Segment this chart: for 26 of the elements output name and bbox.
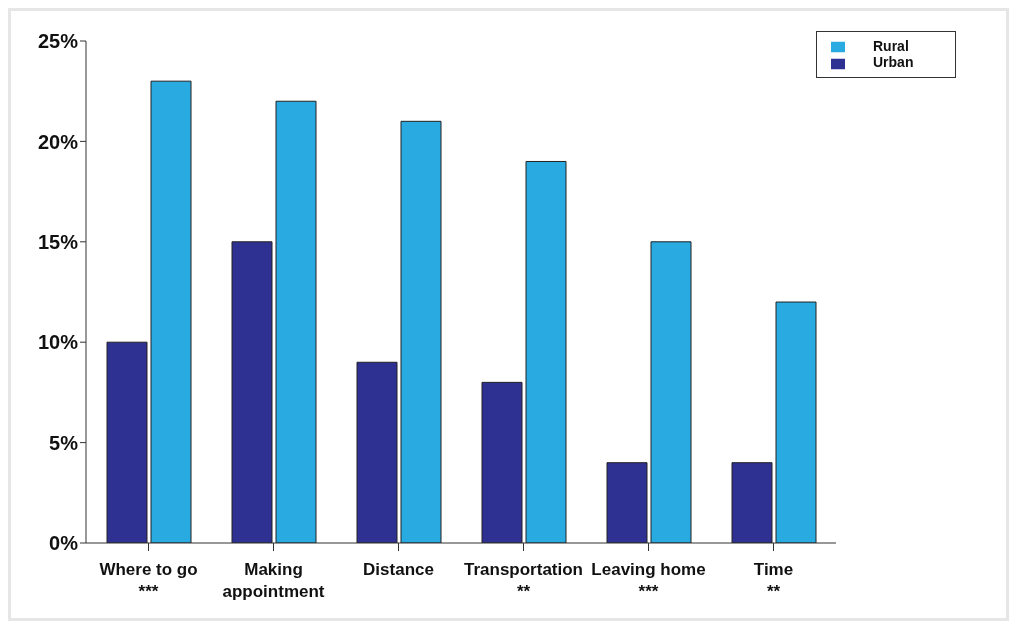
x-tick-label: Making appointment [222,560,325,601]
bar [231,241,273,543]
x-tick-label: Distance [363,560,434,579]
bar [275,100,317,543]
x-tick-label: Transportation ** [463,560,584,601]
x-tick-label: Leaving home *** [591,560,706,601]
bar [650,241,692,543]
bar [525,160,567,543]
bar [481,381,523,543]
y-tick-label: 10% [37,331,79,354]
y-tick-label: 0% [49,532,79,555]
x-tick-label: Where to go *** [99,560,198,601]
bar [775,301,817,543]
y-tick-label: 20% [37,130,79,153]
bar [400,120,442,543]
legend-label: Urban [873,54,914,71]
bar [106,341,148,543]
bar [356,361,398,543]
legend-label: Rural [873,38,909,54]
bar [606,462,648,543]
x-tick-label: Time ** [753,560,794,601]
bar [150,80,192,543]
bar [731,462,773,543]
y-tick-label: 5% [49,431,79,454]
y-tick-label: 25% [37,30,79,53]
y-tick-label: 15% [37,230,79,253]
